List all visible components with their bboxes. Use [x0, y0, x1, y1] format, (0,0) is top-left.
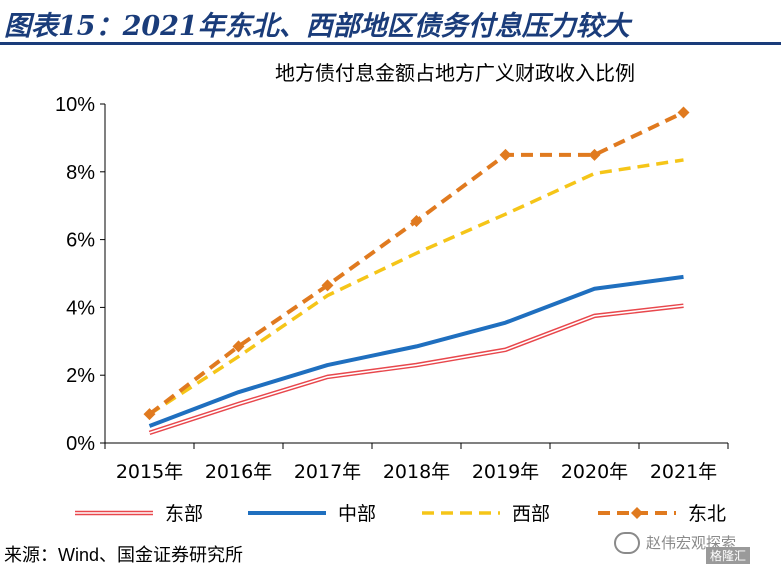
data-point-northeast: [321, 279, 334, 292]
series-line-east-inner: [149, 304, 684, 434]
wechat-icon: [614, 532, 640, 554]
x-tick-label: 2021年: [650, 461, 717, 483]
x-tick-label: 2020年: [561, 461, 628, 483]
y-tick-label: 8%: [66, 162, 95, 184]
data-point-northeast: [410, 214, 423, 227]
series-line-west: [148, 158, 684, 416]
data-point-northeast: [232, 340, 245, 353]
watermark: 赵伟宏观探索 格隆汇: [614, 530, 774, 564]
legend-label: 西部: [512, 503, 550, 525]
series-line-northeast: [148, 110, 685, 416]
x-tick-label: 2017年: [294, 461, 361, 483]
x-tick-label: 2015年: [116, 461, 183, 483]
x-tick-label: 2018年: [383, 461, 450, 483]
figure-header: 图表15：2021年东北、西部地区债务付息压力较大: [0, 0, 781, 45]
data-point-northeast: [143, 408, 156, 421]
y-tick-label: 0%: [66, 433, 95, 455]
legend-label: 东部: [165, 503, 203, 525]
series-line-central: [148, 274, 684, 428]
y-tick-label: 10%: [55, 94, 95, 116]
x-tick-label: 2019年: [472, 461, 539, 483]
data-point-northeast: [588, 148, 601, 161]
data-point-northeast: [677, 106, 690, 119]
y-tick-label: 6%: [66, 230, 95, 252]
x-tick-label: 2016年: [205, 461, 272, 483]
figure-title: 图表15：2021年东北、西部地区债务付息压力较大: [4, 11, 630, 42]
legend-label: 东北: [688, 503, 726, 525]
chart-title: 地方债付息金额占地方广义财政收入比例: [275, 61, 635, 85]
y-tick-label: 2%: [66, 365, 95, 387]
title-divider: [0, 42, 781, 45]
source-note: 来源：Wind、国金证券研究所: [4, 545, 244, 565]
legend-label: 中部: [338, 503, 376, 525]
watermark-sub: 格隆汇: [706, 547, 751, 564]
data-point-northeast: [499, 148, 512, 161]
series-line-east: [148, 303, 684, 435]
y-tick-label: 4%: [66, 297, 95, 319]
legend-marker-northeast: [631, 507, 643, 519]
axes: 0% 2% 4% 6% 8% 10% 2015年 2016年 2017年 2018年 2019年 20…: [55, 94, 729, 483]
line-chart: 地方债付息金额占地方广义财政收入比例 0% 2% 4% 6% 8% 10% 2015年 201…: [55, 61, 729, 525]
legend: 东部 中部 西部 东北: [75, 503, 726, 525]
series-layer: [143, 106, 690, 435]
